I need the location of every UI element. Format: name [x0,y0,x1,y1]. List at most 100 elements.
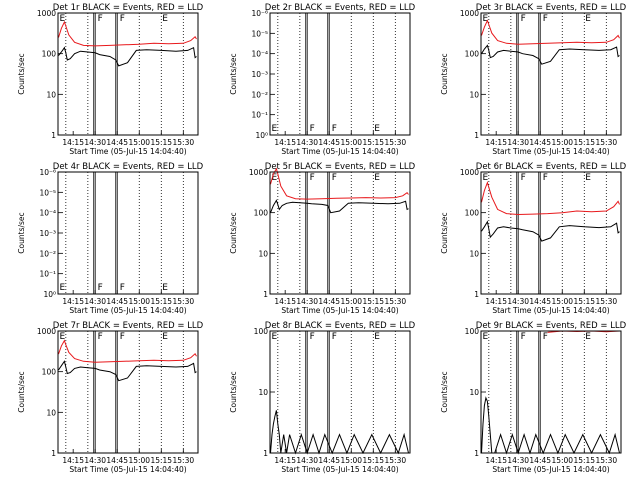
lld-series-line [270,167,409,200]
x-tick-label: 14:15 [485,456,507,465]
y-tick-label: 1000 [37,327,56,336]
lld-series-line [481,19,620,45]
panel-title: Det 9r BLACK = Events, RED = LLD [476,321,627,331]
x-tick-label: 14:45 [529,456,551,465]
y-axis-label: Counts/sec [440,371,449,412]
plot-frame [269,171,411,295]
event-marker-f: F [543,173,548,183]
y-tick-label: 1000 [460,168,479,177]
panel-title: Det 6r BLACK = Events, RED = LLD [476,162,627,172]
event-marker-f: F [332,173,337,183]
events-series-line [58,360,197,382]
panel-title: Det 3r BLACK = Events, RED = LLD [476,3,627,13]
y-tick-label: 10⁻⁴ [39,209,56,218]
x-tick-label: 14:45 [318,297,340,306]
x-tick-label: 15:00 [128,456,150,465]
plot-frame [480,171,622,295]
panel-title: Det 2r BLACK = Events, RED = LLD [265,3,416,13]
lld-series-line [481,181,620,216]
event-marker-e: E [374,124,380,134]
x-tick-label: 15:15 [150,456,172,465]
event-marker-e: E [585,14,591,24]
event-marker-e: E [271,124,277,134]
y-axis-label: Counts/sec [440,53,449,94]
y-tick-label: 10⁻⁴ [251,50,268,59]
x-tick-label: 14:15 [485,138,507,147]
x-tick-label: 15:15 [362,297,384,306]
x-axis-label: Start Time (05-Jul-15 14:04:40) [492,147,609,156]
event-marker-e: E [59,14,65,24]
lld-series-line [58,20,197,47]
events-series-line [270,199,409,214]
x-tick-label: 15:15 [573,456,595,465]
x-tick-label: 15:00 [340,297,362,306]
plot-frame [480,12,622,136]
x-tick-label: 14:45 [529,138,551,147]
y-tick-label: 1 [474,290,479,299]
y-axis-label: Counts/sec [440,212,449,253]
x-tick-label: 14:15 [274,456,296,465]
x-tick-label: 15:30 [385,138,407,147]
events-series-line [481,44,620,65]
y-tick-label: 1000 [249,168,268,177]
event-marker-f: F [521,173,526,183]
x-tick-label: 15:30 [173,138,195,147]
y-tick-label: 100 [465,50,480,59]
y-tick-label: 10⁻⁵ [39,188,56,197]
events-series-line [481,396,620,455]
x-axis-label: Start Time (05-Jul-15 14:04:40) [492,465,609,474]
event-marker-f: F [98,283,103,293]
x-tick-label: 14:30 [296,297,318,306]
x-tick-label: 14:30 [507,456,529,465]
x-tick-label: 14:30 [296,138,318,147]
x-tick-label: 15:30 [596,297,618,306]
event-marker-f: F [310,124,315,134]
x-axis-label: Start Time (05-Jul-15 14:04:40) [281,465,398,474]
event-marker-e: E [162,332,168,342]
x-tick-label: 15:00 [340,138,362,147]
panel-title: Det 7r BLACK = Events, RED = LLD [53,321,204,331]
events-series-line [58,46,197,67]
y-tick-label: 10 [258,249,268,258]
x-tick-label: 15:00 [551,138,573,147]
x-tick-label: 14:30 [84,138,106,147]
y-axis-label: Counts/sec [229,53,238,94]
x-tick-label: 15:15 [362,138,384,147]
events-series-line [270,410,409,455]
y-tick-label: 10 [469,249,479,258]
x-tick-label: 14:15 [274,138,296,147]
y-tick-label: 10⁻³ [251,70,268,79]
x-tick-label: 15:00 [340,456,362,465]
x-tick-label: 15:00 [128,297,150,306]
y-tick-label: 1000 [37,9,56,18]
x-tick-label: 14:15 [62,456,84,465]
event-marker-f: F [120,14,125,24]
x-tick-label: 15:30 [173,456,195,465]
x-axis-label: Start Time (05-Jul-15 14:04:40) [281,306,398,315]
y-tick-label: 10⁻¹ [39,270,56,279]
x-tick-label: 15:15 [150,138,172,147]
x-tick-label: 14:45 [106,456,128,465]
x-axis-label: Start Time (05-Jul-15 14:04:40) [69,147,186,156]
y-tick-label: 10⁻⁵ [251,29,268,38]
x-tick-label: 14:30 [296,456,318,465]
x-axis-label: Start Time (05-Jul-15 14:04:40) [69,306,186,315]
event-marker-f: F [521,332,526,342]
y-tick-label: 10⁻⁶ [251,9,268,18]
event-marker-e: E [59,332,65,342]
y-tick-label: 1 [474,449,479,458]
plot-frame [57,171,199,295]
plot-frame [57,330,199,454]
x-tick-label: 15:15 [150,297,172,306]
x-tick-label: 15:00 [551,456,573,465]
y-tick-label: 10⁻² [251,90,268,99]
x-tick-label: 14:45 [529,297,551,306]
y-tick-label: 10⁰ [43,290,56,299]
x-tick-label: 14:45 [318,456,340,465]
event-marker-e: E [374,173,380,183]
y-tick-label: 100 [42,368,57,377]
x-tick-label: 14:45 [318,138,340,147]
